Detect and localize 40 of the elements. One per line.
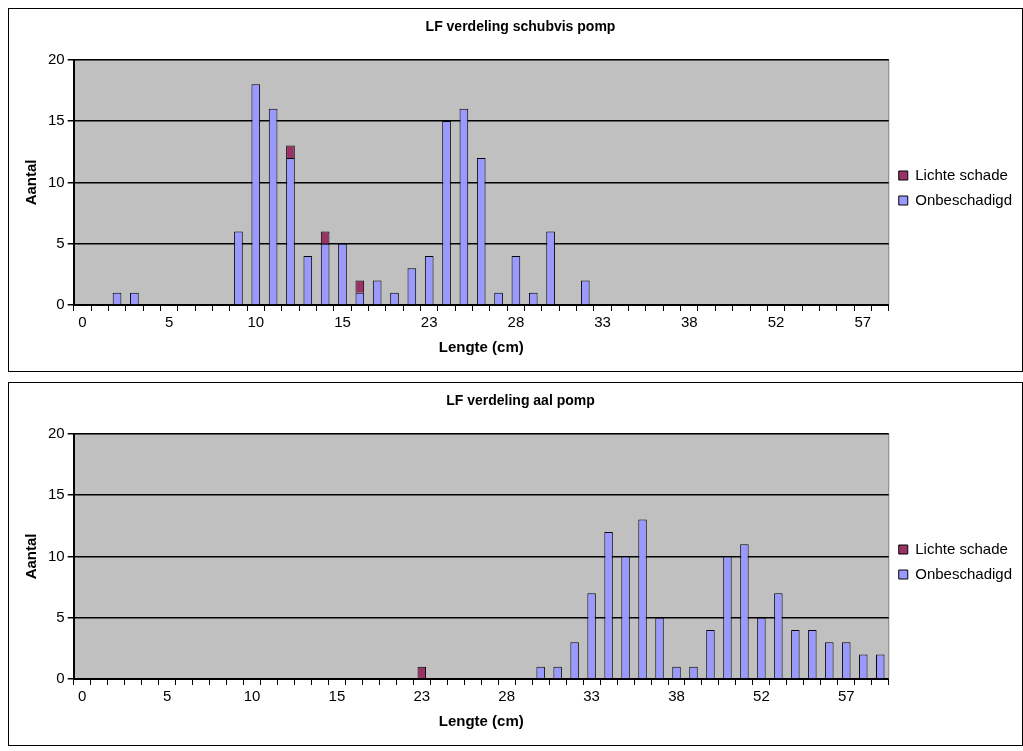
y-tick-label: 20 (48, 49, 65, 67)
chart-title: LF verdeling aal pomp (446, 392, 595, 409)
x-tick-label: 0 (78, 313, 87, 331)
y-tick-label: 0 (56, 295, 65, 313)
x-tick-label: 28 (498, 687, 516, 705)
y-tick-label: 5 (56, 233, 65, 251)
x-tick-label: 10 (247, 313, 265, 331)
y-tick-label: 0 (56, 669, 65, 687)
x-tick-label: 0 (78, 687, 87, 705)
x-tick-label: 38 (668, 687, 685, 705)
x-axis-title: Lengte (cm) (438, 338, 524, 356)
x-tick-label: 23 (420, 313, 438, 331)
chart-title: LF verdeling schubvis pomp (425, 18, 616, 35)
y-axis-title: Aantal (22, 159, 40, 206)
legend-label: Onbeschadigd (915, 190, 1013, 208)
x-tick-label: 57 (837, 687, 855, 705)
legend-label: Onbeschadigd (915, 564, 1013, 582)
x-tick-label: 5 (162, 687, 172, 705)
x-tick-label: 33 (594, 313, 611, 331)
legend-label: Lichte schade (915, 165, 1008, 183)
y-axis-title: Aantal (22, 533, 40, 580)
x-tick-label: 28 (507, 313, 525, 331)
legend-label: Lichte schade (915, 539, 1008, 557)
y-tick-label: 15 (48, 485, 65, 503)
x-axis-title: Lengte (cm) (438, 712, 524, 730)
x-tick-label: 10 (243, 687, 261, 705)
x-tick-label: 38 (680, 313, 698, 331)
y-tick-label: 10 (48, 546, 65, 564)
y-tick-label: 20 (48, 423, 65, 441)
x-tick-label: 52 (767, 313, 785, 331)
x-tick-label: 15 (328, 687, 346, 705)
x-tick-label: 33 (583, 687, 600, 705)
x-tick-label: 23 (413, 687, 431, 705)
y-tick-label: 10 (48, 172, 65, 190)
x-tick-label: 52 (753, 687, 770, 705)
x-tick-label: 5 (164, 313, 174, 331)
x-tick-label: 57 (854, 313, 872, 331)
x-tick-label: 15 (334, 313, 351, 331)
y-tick-label: 5 (56, 607, 65, 625)
y-tick-label: 15 (48, 111, 65, 129)
